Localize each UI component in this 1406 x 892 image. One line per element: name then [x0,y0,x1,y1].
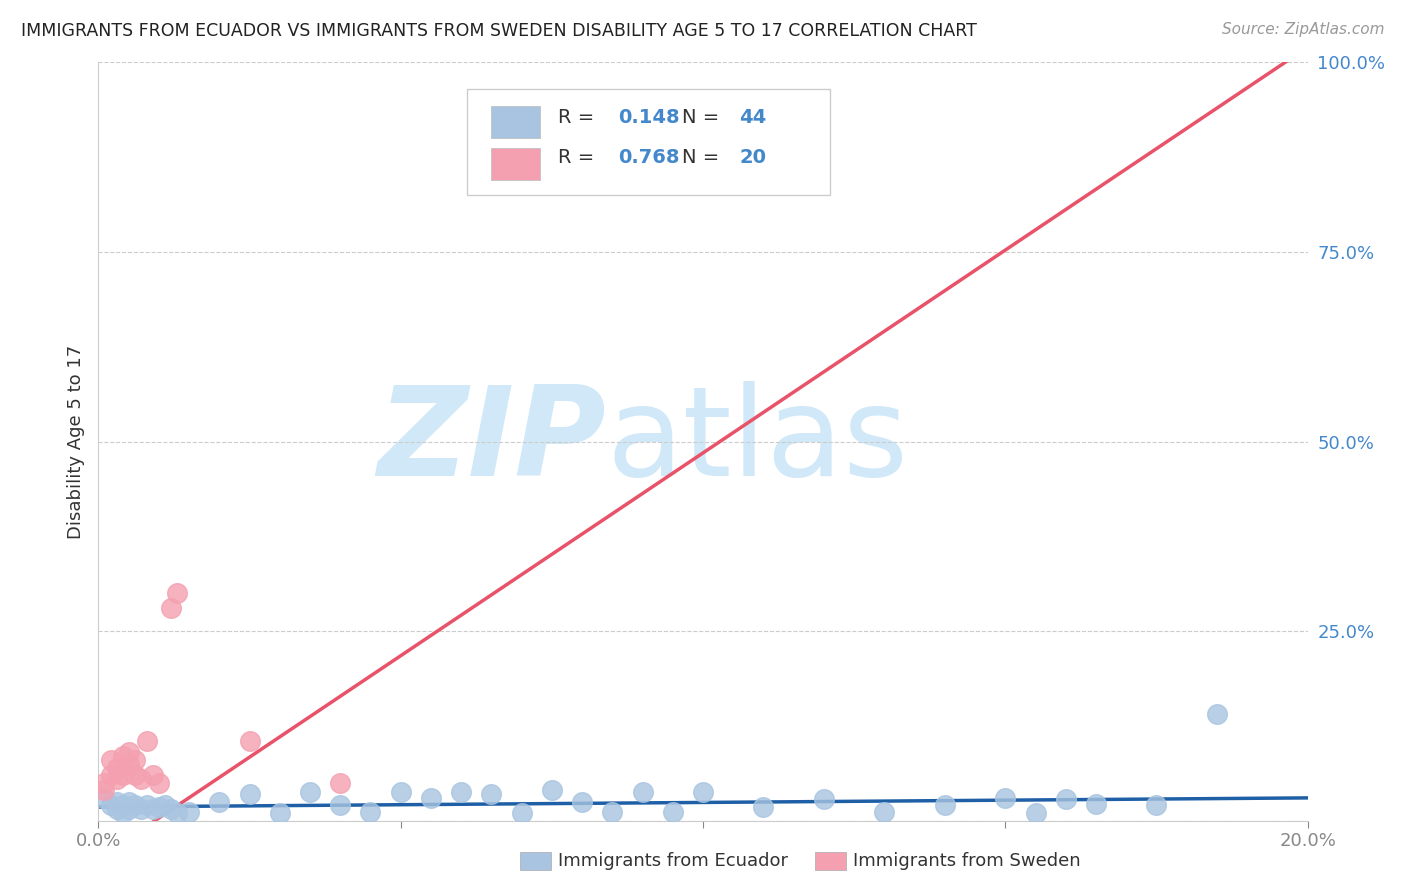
Point [124,753,146,767]
Point [118,802,141,816]
Point [118,795,141,809]
Point [153,798,176,813]
Point [208,795,231,809]
Point [129,802,152,816]
Point [111,768,134,782]
Point [111,749,134,764]
Point [135,798,157,813]
FancyBboxPatch shape [492,148,540,180]
Point [360,805,382,819]
Point [111,798,134,813]
FancyBboxPatch shape [492,106,540,138]
Point [329,776,352,790]
Point [239,734,262,748]
Point [118,756,141,771]
Point [93,776,115,790]
Text: R =: R = [558,108,600,127]
Point [105,795,128,809]
Point [160,601,183,615]
Text: 20: 20 [740,148,766,167]
Point [1054,792,1077,806]
Point [631,785,654,799]
Point [166,806,188,821]
Point [239,787,262,801]
Point [135,734,157,748]
FancyBboxPatch shape [467,89,830,195]
Point [1144,798,1167,813]
Point [105,760,128,774]
Point [450,785,472,799]
Point [510,806,533,821]
Point [148,776,170,790]
Point [118,746,141,760]
Point [100,753,122,767]
Text: N =: N = [682,148,725,167]
Text: 0.768: 0.768 [619,148,681,167]
Point [813,792,835,806]
Point [269,806,291,821]
Text: IMMIGRANTS FROM ECUADOR VS IMMIGRANTS FROM SWEDEN DISABILITY AGE 5 TO 17 CORRELA: IMMIGRANTS FROM ECUADOR VS IMMIGRANTS FR… [21,22,977,40]
Point [1206,707,1229,722]
Text: atlas: atlas [606,381,908,502]
Point [571,795,593,809]
Point [602,805,624,819]
Text: R =: R = [558,148,600,167]
Point [481,787,503,801]
Point [994,791,1017,805]
Point [299,785,322,799]
Text: 0.148: 0.148 [619,108,681,127]
Point [166,586,188,600]
Point [179,805,201,819]
Text: 44: 44 [740,108,766,127]
Point [873,805,896,819]
Text: Immigrants from Sweden: Immigrants from Sweden [853,852,1081,870]
Point [1085,797,1108,811]
Point [1024,806,1046,821]
Point [148,800,170,814]
Text: Source: ZipAtlas.com: Source: ZipAtlas.com [1222,22,1385,37]
Y-axis label: Disability Age 5 to 17: Disability Age 5 to 17 [66,344,84,539]
Point [142,768,165,782]
Point [129,772,152,786]
Point [142,802,165,816]
Point [329,798,352,813]
Point [934,798,956,813]
Text: ZIP: ZIP [378,381,606,502]
Point [420,791,443,805]
Point [540,783,562,797]
Point [389,785,412,799]
Point [93,783,115,797]
Point [124,768,146,782]
Point [100,768,122,782]
Text: Immigrants from Ecuador: Immigrants from Ecuador [558,852,789,870]
Point [661,805,683,819]
Point [111,806,134,821]
Point [124,798,146,813]
Text: N =: N = [682,108,725,127]
Point [752,800,775,814]
Point [105,802,128,816]
Point [692,785,714,799]
Point [160,802,183,816]
Point [105,772,128,786]
Point [93,791,115,805]
Point [100,798,122,813]
